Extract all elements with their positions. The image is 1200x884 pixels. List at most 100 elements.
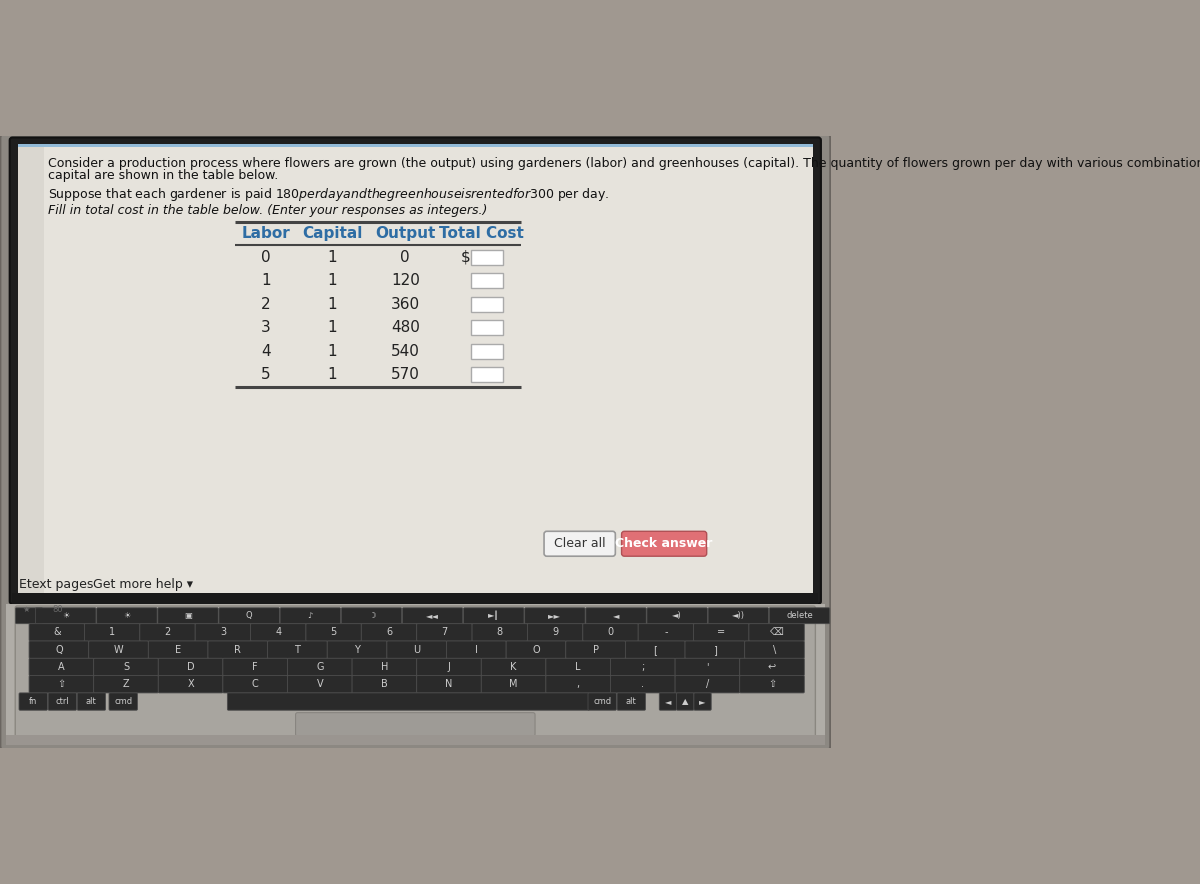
- Text: $: $: [461, 249, 470, 264]
- Bar: [472, 344, 503, 359]
- FancyBboxPatch shape: [29, 675, 94, 693]
- FancyBboxPatch shape: [140, 624, 196, 641]
- FancyBboxPatch shape: [16, 606, 815, 739]
- Text: Clear all: Clear all: [554, 537, 606, 550]
- FancyBboxPatch shape: [149, 641, 208, 659]
- FancyBboxPatch shape: [546, 659, 611, 675]
- Bar: [472, 273, 503, 288]
- FancyBboxPatch shape: [625, 641, 685, 659]
- Bar: [18, 147, 812, 594]
- FancyBboxPatch shape: [647, 608, 707, 624]
- Text: Suppose that each gardener is paid $180 per day and the greenhouse is rented for: Suppose that each gardener is paid $180 …: [48, 186, 610, 203]
- Text: cmd: cmd: [114, 697, 132, 706]
- FancyBboxPatch shape: [223, 659, 288, 675]
- Text: Capital: Capital: [302, 226, 362, 241]
- Text: X: X: [187, 679, 194, 690]
- Text: O: O: [532, 644, 540, 655]
- FancyBboxPatch shape: [416, 675, 481, 693]
- Text: Z: Z: [122, 679, 130, 690]
- Text: 1: 1: [328, 368, 337, 383]
- FancyBboxPatch shape: [29, 659, 94, 675]
- FancyBboxPatch shape: [352, 659, 416, 675]
- Text: ': ': [706, 662, 709, 672]
- FancyBboxPatch shape: [638, 624, 694, 641]
- Text: T: T: [294, 644, 300, 655]
- Text: ☀: ☀: [62, 611, 70, 621]
- Text: ⌫: ⌫: [769, 628, 784, 637]
- FancyBboxPatch shape: [416, 624, 472, 641]
- Bar: [18, 144, 812, 147]
- FancyBboxPatch shape: [583, 624, 638, 641]
- FancyBboxPatch shape: [611, 659, 676, 675]
- Text: V: V: [317, 679, 323, 690]
- Text: -: -: [664, 628, 667, 637]
- FancyBboxPatch shape: [97, 608, 157, 624]
- Text: ►►: ►►: [548, 611, 562, 621]
- Text: L: L: [576, 662, 581, 672]
- FancyBboxPatch shape: [472, 624, 528, 641]
- FancyBboxPatch shape: [328, 641, 386, 659]
- FancyBboxPatch shape: [446, 641, 506, 659]
- FancyBboxPatch shape: [361, 624, 416, 641]
- Bar: [12, 593, 818, 606]
- Text: capital are shown in the table below.: capital are shown in the table below.: [48, 170, 278, 182]
- FancyBboxPatch shape: [48, 693, 77, 710]
- Text: 1: 1: [328, 320, 337, 335]
- Text: ◄◄: ◄◄: [426, 611, 439, 621]
- Text: Q: Q: [55, 644, 62, 655]
- Text: 3: 3: [220, 628, 226, 637]
- FancyBboxPatch shape: [685, 641, 745, 659]
- Text: 360: 360: [391, 297, 420, 312]
- Text: ◄: ◄: [613, 611, 619, 621]
- Text: S: S: [122, 662, 130, 672]
- Text: ctrl: ctrl: [55, 697, 70, 706]
- FancyBboxPatch shape: [588, 693, 617, 710]
- Text: [: [: [653, 644, 658, 655]
- Text: Check answer: Check answer: [616, 537, 713, 550]
- Text: K: K: [510, 662, 517, 672]
- FancyBboxPatch shape: [29, 624, 84, 641]
- FancyBboxPatch shape: [565, 641, 625, 659]
- FancyBboxPatch shape: [109, 693, 137, 710]
- FancyBboxPatch shape: [694, 693, 712, 710]
- FancyBboxPatch shape: [280, 608, 341, 624]
- Text: 1: 1: [328, 249, 337, 264]
- FancyBboxPatch shape: [223, 675, 288, 693]
- Text: R: R: [234, 644, 241, 655]
- Text: Get more help ▾: Get more help ▾: [94, 577, 193, 591]
- FancyBboxPatch shape: [158, 608, 218, 624]
- Text: ⇧: ⇧: [768, 679, 776, 690]
- FancyBboxPatch shape: [544, 531, 616, 556]
- Text: ☽: ☽: [367, 611, 376, 621]
- FancyBboxPatch shape: [481, 659, 546, 675]
- Text: ,: ,: [577, 679, 580, 690]
- FancyBboxPatch shape: [749, 624, 804, 641]
- FancyBboxPatch shape: [29, 641, 89, 659]
- FancyBboxPatch shape: [77, 693, 106, 710]
- Text: \: \: [773, 644, 776, 655]
- Text: E: E: [175, 644, 181, 655]
- Bar: [6, 604, 826, 743]
- Text: B: B: [382, 679, 388, 690]
- FancyBboxPatch shape: [694, 624, 749, 641]
- FancyBboxPatch shape: [94, 675, 158, 693]
- Text: 7: 7: [442, 628, 448, 637]
- Text: P: P: [593, 644, 599, 655]
- FancyBboxPatch shape: [402, 608, 463, 624]
- Text: H: H: [380, 662, 388, 672]
- FancyBboxPatch shape: [19, 693, 48, 710]
- FancyBboxPatch shape: [416, 659, 481, 675]
- Text: 540: 540: [391, 344, 420, 359]
- Bar: [472, 320, 503, 335]
- FancyBboxPatch shape: [739, 659, 804, 675]
- Text: F: F: [252, 662, 258, 672]
- FancyBboxPatch shape: [227, 693, 589, 710]
- Text: cmd: cmd: [593, 697, 611, 706]
- FancyBboxPatch shape: [306, 624, 361, 641]
- Text: 1: 1: [328, 273, 337, 288]
- Text: Total Cost: Total Cost: [439, 226, 524, 241]
- FancyBboxPatch shape: [524, 608, 586, 624]
- FancyBboxPatch shape: [481, 675, 546, 693]
- Text: 0: 0: [260, 249, 271, 264]
- FancyBboxPatch shape: [745, 641, 804, 659]
